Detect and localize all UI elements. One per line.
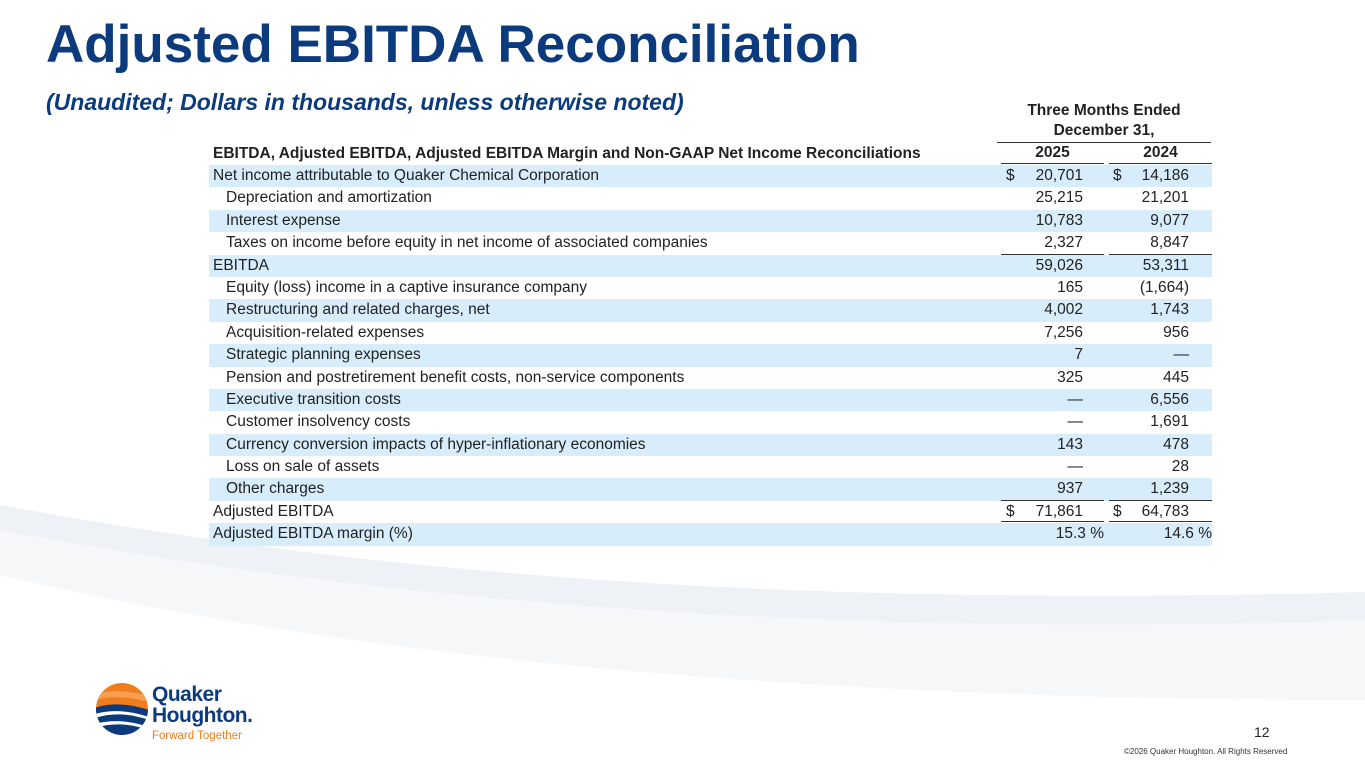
logo-word-houghton: Houghton. bbox=[152, 704, 253, 727]
value-2025: 20,701 bbox=[1035, 167, 1083, 184]
table-row: Adjusted EBITDA margin (%) 15.3 % 14.6 % bbox=[209, 523, 1212, 546]
value-2024: (1,664) bbox=[1139, 278, 1189, 296]
value-2024: 8,847 bbox=[1150, 234, 1189, 252]
row-label: Depreciation and amortization bbox=[226, 189, 432, 207]
row-label: Equity (loss) income in a captive insura… bbox=[226, 278, 587, 296]
value-2025: 25,215 bbox=[1035, 189, 1083, 207]
value-2025: 4,002 bbox=[1044, 301, 1083, 319]
value-2024: 1,691 bbox=[1150, 413, 1189, 431]
value-2025: 7,256 bbox=[1044, 323, 1083, 341]
value-2025: — bbox=[1067, 458, 1084, 476]
table-row: Restructuring and related charges, net 4,… bbox=[209, 299, 1212, 322]
description-header: EBITDA, Adjusted EBITDA, Adjusted EBITDA… bbox=[213, 145, 921, 162]
row-label: Adjusted EBITDA margin (%) bbox=[213, 525, 413, 543]
table-row: Customer insolvency costs — 1,691 bbox=[209, 411, 1212, 433]
table-row: Strategic planning expenses 7 — bbox=[209, 344, 1212, 367]
copyright-notice: ©2026 Quaker Houghton. All Rights Reserv… bbox=[1124, 747, 1288, 756]
value-2025: 325 bbox=[1057, 368, 1083, 386]
page-subtitle: (Unaudited; Dollars in thousands, unless… bbox=[46, 89, 684, 115]
row-label: Interest expense bbox=[226, 211, 341, 229]
row-label: Currency conversion impacts of hyper-inf… bbox=[226, 435, 646, 453]
table-header-row: EBITDA, Adjusted EBITDA, Adjusted EBITDA… bbox=[209, 143, 1212, 165]
row-label: Strategic planning expenses bbox=[226, 346, 421, 364]
row-label: Pension and postretirement benefit costs… bbox=[226, 368, 685, 386]
value-2024: 14,186 bbox=[1141, 167, 1189, 184]
row-label: Taxes on income before equity in net inc… bbox=[226, 234, 708, 252]
value-2024: 64,783 bbox=[1141, 502, 1189, 520]
table-row: Other charges 937 1,239 bbox=[209, 478, 1212, 501]
table-row: Executive transition costs — 6,556 bbox=[209, 388, 1212, 412]
currency-symbol-2025: $ bbox=[1006, 167, 1015, 184]
value-2025: 71,861 bbox=[1035, 502, 1083, 520]
quaker-houghton-logo: Quaker Houghton. Forward Together bbox=[95, 682, 275, 748]
table-row: Pension and postretirement benefit costs… bbox=[209, 367, 1212, 389]
value-2025: 15.3 % bbox=[1055, 525, 1104, 543]
value-2025: 7 bbox=[1074, 346, 1083, 364]
value-2024: 478 bbox=[1163, 435, 1189, 453]
value-2024: 28 bbox=[1171, 458, 1189, 476]
value-2025: 143 bbox=[1057, 435, 1083, 453]
value-2025: 59,026 bbox=[1035, 256, 1083, 274]
value-2024: 21,201 bbox=[1141, 189, 1189, 207]
row-label: Other charges bbox=[226, 480, 325, 498]
value-2025: — bbox=[1067, 390, 1084, 408]
table-row: Adjusted EBITDA $71,861 $64,783 bbox=[209, 501, 1212, 525]
currency-symbol-2024: $ bbox=[1113, 167, 1122, 184]
subtotal-rule bbox=[1109, 253, 1212, 255]
subtotal-rule bbox=[1001, 253, 1104, 255]
logo-word-quaker: Quaker bbox=[152, 683, 222, 706]
table-row: Interest expense 10,783 9,077 bbox=[209, 209, 1212, 233]
value-2024: 956 bbox=[1163, 323, 1189, 341]
row-label: Net income attributable to Quaker Chemic… bbox=[213, 167, 599, 184]
value-2025: 2,327 bbox=[1044, 234, 1083, 252]
logo-mark-icon bbox=[96, 683, 148, 735]
row-label: Adjusted EBITDA bbox=[213, 502, 334, 520]
year-2025-header: 2025 bbox=[1001, 143, 1104, 164]
value-2024: 1,743 bbox=[1150, 301, 1189, 319]
row-label: Acquisition-related expenses bbox=[226, 323, 425, 341]
row-label: EBITDA bbox=[213, 256, 269, 274]
value-2025: — bbox=[1067, 413, 1084, 431]
value-2024: 6,556 bbox=[1150, 390, 1189, 408]
value-2024: 53,311 bbox=[1142, 256, 1189, 274]
subtotal-rule bbox=[1109, 499, 1212, 501]
table-row: Currency conversion impacts of hyper-inf… bbox=[209, 433, 1212, 457]
table-row: Depreciation and amortization 25,215 21,20… bbox=[209, 187, 1212, 209]
table-row: EBITDA 59,026 53,311 bbox=[209, 254, 1212, 277]
table-row: Net income attributable to Quaker Chemic… bbox=[209, 165, 1212, 188]
value-2025: 10,783 bbox=[1035, 211, 1083, 229]
table-body: Net income attributable to Quaker Chemic… bbox=[209, 165, 1212, 546]
value-2024: — bbox=[1173, 346, 1190, 364]
page-title: Adjusted EBITDA Reconciliation bbox=[46, 15, 860, 74]
row-label: Customer insolvency costs bbox=[226, 413, 411, 431]
value-2025: 937 bbox=[1057, 480, 1083, 498]
value-2025: 165 bbox=[1057, 278, 1083, 296]
year-2024-header: 2024 bbox=[1109, 143, 1212, 164]
subtotal-rule bbox=[1001, 499, 1104, 501]
row-label: Loss on sale of assets bbox=[226, 458, 380, 476]
logo-tagline: Forward Together bbox=[152, 730, 242, 742]
row-label: Executive transition costs bbox=[226, 390, 401, 408]
period-header: Three Months Ended December 31, bbox=[997, 101, 1211, 143]
table-row: Loss on sale of assets — 28 bbox=[209, 456, 1212, 478]
table-row: Equity (loss) income in a captive insura… bbox=[209, 277, 1212, 299]
value-2024: 14.6 % bbox=[1163, 525, 1212, 543]
table-row: Acquisition-related expenses 7,256 956 bbox=[209, 322, 1212, 344]
row-label: Restructuring and related charges, net bbox=[226, 301, 490, 319]
value-2024: 1,239 bbox=[1150, 480, 1189, 498]
currency-symbol-2024: $ bbox=[1113, 502, 1122, 520]
currency-symbol-2025: $ bbox=[1006, 502, 1015, 520]
table-row: Taxes on income before equity in net inc… bbox=[209, 232, 1212, 255]
page-number: 12 bbox=[1254, 724, 1270, 740]
value-2024: 9,077 bbox=[1150, 211, 1189, 229]
value-2024: 445 bbox=[1163, 368, 1189, 386]
